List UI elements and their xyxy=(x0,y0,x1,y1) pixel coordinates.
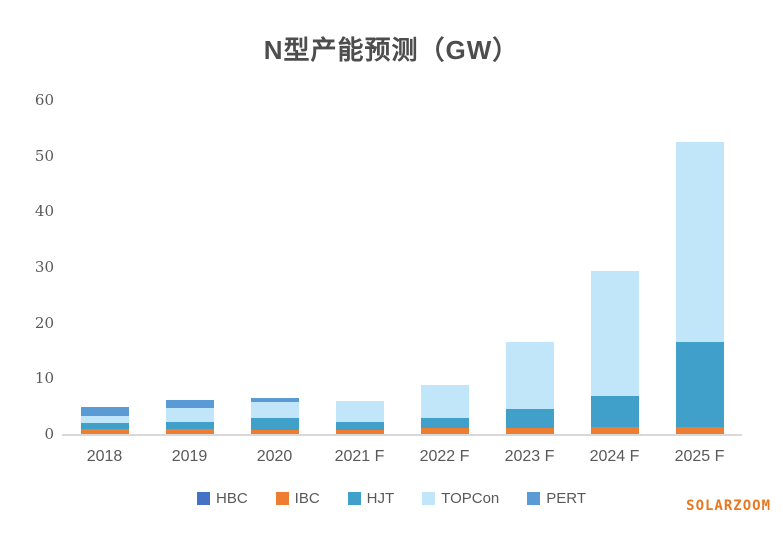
legend-label: PERT xyxy=(546,490,586,507)
bar-slot-2022-f xyxy=(402,100,487,434)
stacked-bar xyxy=(80,407,129,434)
bar-segment-ibc xyxy=(80,429,129,434)
bar-segment-ibc xyxy=(420,428,469,434)
stacked-bar xyxy=(335,401,384,434)
bar-slot-2025-f xyxy=(657,100,742,434)
bar-slot-2018 xyxy=(62,100,147,434)
bar-slot-2020 xyxy=(232,100,317,434)
legend-item-ibc: IBC xyxy=(275,490,320,507)
bar-segment-topcon xyxy=(165,408,214,422)
bar-segment-ibc xyxy=(165,429,214,434)
bar-segment-pert xyxy=(250,398,299,402)
y-tick-label: 0 xyxy=(44,425,54,443)
legend-item-topcon: TOPCon xyxy=(422,490,499,507)
bar-segment-topcon xyxy=(420,385,469,419)
legend-label: HJT xyxy=(366,490,395,507)
legend-label: IBC xyxy=(294,490,320,507)
bar-slot-2024-f xyxy=(572,100,657,434)
bar-segment-topcon xyxy=(250,401,299,419)
bar-segment-pert xyxy=(165,400,214,409)
bar-segment-ibc xyxy=(250,429,299,434)
bar-slot-2019 xyxy=(147,100,232,434)
bar-segment-hjt xyxy=(165,421,214,429)
x-axis-label: 2021 F xyxy=(334,448,385,465)
y-axis: 0 10 20 30 40 50 60 xyxy=(0,0,54,546)
bar-segment-ibc xyxy=(675,426,724,434)
y-tick-label: 50 xyxy=(34,146,54,165)
legend-swatch-icon xyxy=(196,492,210,505)
stacked-bar xyxy=(505,342,554,434)
y-tick-label: 10 xyxy=(34,369,54,388)
legend-swatch-icon xyxy=(422,492,436,505)
stacked-bar xyxy=(165,400,214,434)
plot-area xyxy=(62,100,742,436)
bar-segment-hjt xyxy=(505,408,554,428)
y-tick-label: 40 xyxy=(34,202,54,221)
y-tick-label: 30 xyxy=(34,258,54,276)
bar-slot-2021-f xyxy=(317,100,402,434)
stacked-bar xyxy=(675,141,724,434)
solarzoom-watermark: SOLARZOOM xyxy=(686,498,771,514)
x-axis-label: 2025 F xyxy=(674,448,725,465)
bar-segment-ibc xyxy=(505,427,554,434)
bar-segment-hjt xyxy=(675,342,724,427)
bar-segment-topcon xyxy=(675,141,724,343)
legend-swatch-icon xyxy=(275,492,289,505)
legend-item-pert: PERT xyxy=(527,490,586,507)
bar-segment-ibc xyxy=(335,429,384,434)
legend-swatch-icon xyxy=(527,492,541,505)
bar-segment-hjt xyxy=(80,422,129,429)
bar-slot-2023-f xyxy=(487,100,572,434)
bar-segment-topcon xyxy=(80,416,129,423)
legend-item-hjt: HJT xyxy=(347,490,395,507)
x-axis-label: 2019 xyxy=(171,448,208,465)
bar-segment-hjt xyxy=(335,422,384,430)
legend-label: HBC xyxy=(215,490,248,507)
bar-segment-hjt xyxy=(590,395,639,428)
bar-segment-topcon xyxy=(590,271,639,396)
x-axis-label: 2018 xyxy=(86,448,123,465)
bar-segment-pert xyxy=(80,407,129,417)
bar-segment-ibc xyxy=(590,427,639,434)
stacked-bar xyxy=(250,398,299,434)
chart-title: N型产能预测（GW） xyxy=(263,35,520,65)
bar-segment-hjt xyxy=(420,418,469,429)
x-axis-label: 2022 F xyxy=(419,448,470,465)
bar-segment-topcon xyxy=(335,401,384,423)
y-tick-label: 20 xyxy=(34,313,54,332)
x-axis: 2018 2019 2020 2021 F 2022 F 2023 F 2024 F 2025… xyxy=(62,448,742,466)
y-tick-label: 60 xyxy=(34,91,54,109)
bar-segment-topcon xyxy=(505,342,554,409)
legend-item-hbc: HBC xyxy=(196,490,248,507)
x-axis-label: 2020 xyxy=(256,448,293,465)
stacked-bar xyxy=(590,271,639,434)
legend-label: TOPCon xyxy=(441,490,500,507)
bar-segment-hjt xyxy=(250,418,299,430)
x-axis-label: 2023 F xyxy=(504,448,555,465)
legend-swatch-icon xyxy=(347,492,361,505)
stacked-bar xyxy=(420,385,469,434)
legend: HBC IBC HJT TOPCon PERT xyxy=(0,490,783,507)
x-axis-label: 2024 F xyxy=(589,448,640,465)
